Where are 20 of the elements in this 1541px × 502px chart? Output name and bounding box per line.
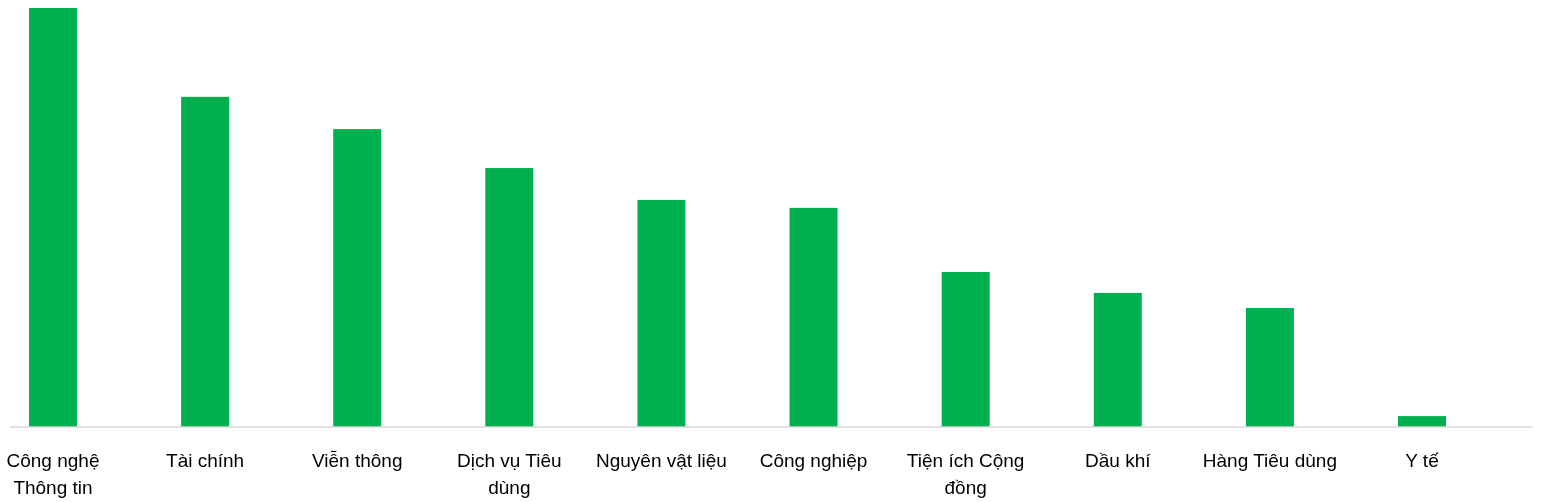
x-tick-label: Công nghiệp — [759, 450, 868, 471]
x-tick-label: Dầu khí — [1085, 450, 1152, 471]
bar — [1398, 416, 1446, 427]
x-tick-label: Viễn thông — [311, 450, 403, 471]
bar — [485, 168, 534, 427]
bar — [181, 96, 230, 427]
bar — [789, 207, 838, 427]
x-tick-label: Công nghệ Thông tin — [6, 450, 100, 498]
x-tick-label: Y tế — [1405, 450, 1440, 471]
x-tick-label: Hàng Tiêu dùng — [1202, 450, 1337, 471]
bar — [1093, 292, 1142, 427]
x-tick-label: Tiện ích Cộng đồng — [906, 450, 1025, 498]
x-tick-label: Tài chính — [166, 450, 245, 471]
bar — [333, 129, 382, 427]
bar — [29, 8, 77, 427]
x-tick-label: Nguyên vật liệu — [595, 450, 727, 471]
x-tick-label: Dịch vụ Tiêu dùng — [457, 450, 562, 498]
bar — [1245, 308, 1294, 427]
bar — [637, 199, 686, 427]
bar — [941, 271, 990, 427]
